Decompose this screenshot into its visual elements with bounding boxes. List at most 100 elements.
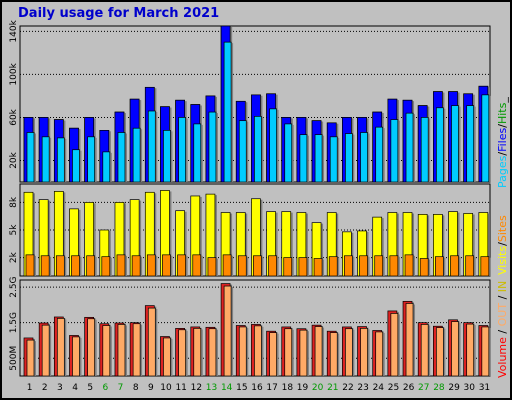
bar-in-day-1 <box>26 339 35 377</box>
x-tick-label-day-17: 17 <box>266 383 277 393</box>
bar-sites-day-13 <box>207 257 217 277</box>
bar-pages-day-1 <box>26 132 35 183</box>
bar-in-day-31 <box>481 326 490 377</box>
bar-in-day-12 <box>193 328 202 377</box>
bar-sites-day-7 <box>116 254 126 277</box>
y-tick-label: 500M <box>9 346 19 371</box>
bar-in-day-29 <box>451 321 459 377</box>
bar-in-day-2 <box>41 324 50 377</box>
bar-sites-day-3 <box>55 255 65 277</box>
bar-sites-day-19 <box>298 257 308 277</box>
x-tick-label-day-7: 7 <box>118 383 124 393</box>
y-tick-label: 140k <box>9 19 19 42</box>
bar-pages-day-28 <box>436 107 444 183</box>
x-tick-label-day-10: 10 <box>160 383 172 393</box>
x-tick-label-day-27: 27 <box>418 383 429 393</box>
bar-pages-day-6 <box>102 151 111 183</box>
x-tick-label-day-15: 15 <box>236 383 247 393</box>
bar-in-day-5 <box>87 318 95 377</box>
bar-sites-day-9 <box>146 254 156 277</box>
bar-sites-day-30 <box>465 255 475 277</box>
bar-in-day-27 <box>420 324 429 377</box>
bar-pages-day-15 <box>238 120 247 183</box>
bar-sites-day-22 <box>344 255 353 277</box>
x-tick-label-day-18: 18 <box>282 383 294 393</box>
bar-in-day-14 <box>223 285 232 377</box>
y-tick-label: 60k <box>9 108 19 125</box>
bar-pages-day-22 <box>345 133 353 183</box>
bar-in-day-4 <box>72 336 80 377</box>
x-tick-label-day-14: 14 <box>221 383 233 393</box>
x-tick-label-day-9: 9 <box>148 383 154 393</box>
bar-sites-day-28 <box>435 256 444 277</box>
bar-in-day-26 <box>405 303 414 377</box>
bar-pages-day-8 <box>132 127 141 183</box>
bar-pages-day-4 <box>72 149 80 183</box>
x-tick-label-day-19: 19 <box>297 383 309 393</box>
bar-sites-day-2 <box>40 255 50 277</box>
bar-sites-day-18 <box>283 257 293 277</box>
bar-in-day-22 <box>345 328 353 377</box>
bar-sites-day-5 <box>86 255 95 277</box>
bar-pages-day-26 <box>405 112 414 183</box>
bar-in-day-10 <box>163 337 171 377</box>
bar-pages-day-5 <box>87 136 95 183</box>
bar-in-day-11 <box>178 329 186 377</box>
x-tick-label-day-3: 3 <box>57 383 63 393</box>
bar-sites-day-17 <box>268 255 277 277</box>
bar-pages-day-13 <box>208 111 217 183</box>
bar-pages-day-20 <box>314 134 323 183</box>
bar-in-day-8 <box>132 323 141 377</box>
x-tick-label-day-21: 21 <box>327 383 338 393</box>
bar-sites-day-14 <box>222 254 232 277</box>
bar-sites-day-25 <box>389 255 399 277</box>
x-tick-label-day-8: 8 <box>133 383 139 393</box>
y-tick-label: 2k <box>9 251 19 263</box>
bar-pages-day-17 <box>269 108 277 183</box>
bar-sites-day-31 <box>480 256 490 277</box>
bar-in-day-28 <box>436 327 444 377</box>
bar-sites-day-4 <box>71 255 80 277</box>
y-tick-label: 20k <box>9 151 19 168</box>
bar-pages-day-29 <box>451 105 459 183</box>
bar-in-day-23 <box>360 328 368 377</box>
x-tick-label-day-5: 5 <box>87 383 93 393</box>
bar-sites-day-12 <box>192 254 202 277</box>
x-tick-label-day-13: 13 <box>206 383 217 393</box>
x-tick-label-day-1: 1 <box>27 383 33 393</box>
bar-in-day-9 <box>147 307 156 377</box>
bar-pages-day-18 <box>284 123 293 183</box>
bar-sites-day-11 <box>177 254 186 277</box>
bar-sites-day-1 <box>25 254 35 277</box>
bar-sites-day-16 <box>253 255 262 277</box>
bar-in-day-18 <box>284 328 293 377</box>
x-tick-label-day-4: 4 <box>72 383 78 393</box>
bar-in-day-30 <box>466 323 475 377</box>
y-tick-label: 1.5G <box>9 312 19 333</box>
bar-pages-day-10 <box>163 130 171 183</box>
bar-in-day-15 <box>238 326 247 377</box>
x-tick-label-day-20: 20 <box>312 383 324 393</box>
bar-pages-day-19 <box>299 134 308 183</box>
x-tick-label-day-26: 26 <box>403 383 415 393</box>
x-tick-label-day-29: 29 <box>448 383 460 393</box>
bar-sites-day-8 <box>131 255 141 277</box>
x-tick-label-day-16: 16 <box>251 383 263 393</box>
bar-pages-day-7 <box>117 132 126 183</box>
y-tick-label: 8k <box>9 196 19 208</box>
x-tick-label-day-25: 25 <box>388 383 399 393</box>
bar-pages-day-2 <box>41 136 50 183</box>
x-tick-label-day-31: 31 <box>479 383 490 393</box>
bar-sites-day-10 <box>162 254 171 277</box>
y-tick-label: 100k <box>9 62 19 85</box>
bar-in-day-6 <box>102 325 111 377</box>
bar-pages-day-24 <box>375 126 384 183</box>
x-tick-label-day-30: 30 <box>464 383 476 393</box>
bar-pages-day-14 <box>223 41 232 183</box>
bar-in-day-7 <box>117 324 126 377</box>
bar-pages-day-12 <box>193 123 202 183</box>
x-tick-label-day-6: 6 <box>103 383 109 393</box>
bar-in-day-16 <box>254 325 262 377</box>
bar-in-day-3 <box>56 318 65 377</box>
